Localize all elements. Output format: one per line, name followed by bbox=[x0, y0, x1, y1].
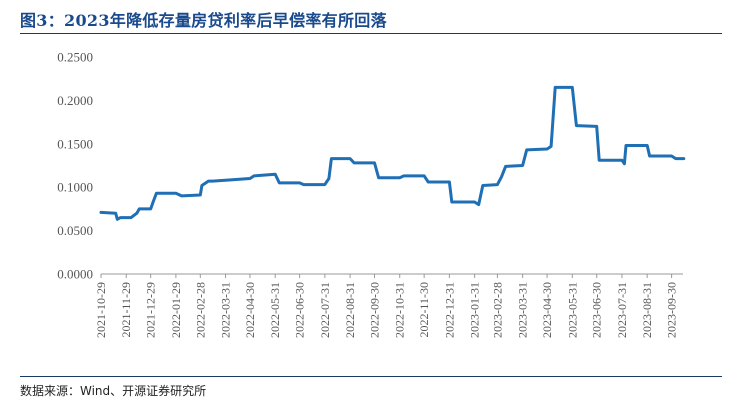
x-tick-label: 2023-02-28 bbox=[490, 282, 504, 338]
chart-title: 图3：2023年降低存量房贷利率后早偿率有所回落 bbox=[20, 11, 387, 30]
x-tick-label: 2023-01-31 bbox=[468, 282, 482, 338]
x-tick-label: 2021-11-29 bbox=[119, 282, 133, 338]
y-tick-label: 0.1500 bbox=[57, 136, 93, 151]
y-tick-label: 0.1000 bbox=[57, 180, 93, 195]
x-tick-label: 2023-08-31 bbox=[640, 282, 654, 338]
x-tick-label: 2023-03-31 bbox=[516, 282, 530, 338]
x-tick-label: 2021-12-29 bbox=[144, 282, 158, 338]
y-tick-label: 0.0000 bbox=[57, 267, 93, 282]
y-tick-label: 0.0500 bbox=[57, 223, 93, 238]
title-divider bbox=[20, 33, 722, 34]
x-tick-label: 2022-12-31 bbox=[442, 282, 456, 338]
x-tick-label: 2022-06-30 bbox=[293, 282, 307, 338]
source-note: 数据来源：Wind、开源证券研究所 bbox=[20, 384, 207, 398]
x-tick-label: 2022-09-30 bbox=[367, 282, 381, 338]
series-line bbox=[99, 85, 686, 221]
x-tick-label: 2023-05-31 bbox=[565, 282, 579, 338]
x-tick-label: 2022-04-30 bbox=[243, 282, 257, 338]
x-tick-label: 2022-07-31 bbox=[318, 282, 332, 338]
x-tick-label: 2023-07-31 bbox=[615, 282, 629, 338]
x-tick-label: 2022-03-31 bbox=[219, 282, 233, 338]
x-tick-label: 2022-08-31 bbox=[343, 282, 357, 338]
x-tick-label: 2022-01-29 bbox=[169, 282, 183, 338]
x-tick-label: 2021-10-29 bbox=[94, 282, 108, 338]
y-axis: 0.0000 0.0500 0.1000 0.1500 0.2000 0.2500 bbox=[57, 50, 93, 282]
series-group bbox=[99, 85, 686, 221]
x-tick-label: 2022-02-28 bbox=[193, 282, 207, 338]
y-tick-label: 0.2500 bbox=[57, 50, 93, 65]
x-tick-label: 2022-05-31 bbox=[268, 282, 282, 338]
y-tick-label: 0.2000 bbox=[57, 93, 93, 108]
source-divider bbox=[20, 376, 722, 377]
x-axis: 2021-10-29 2021-11-29 2021-12-29 2022-01-29… bbox=[94, 273, 683, 338]
x-tick-label: 2022-11-30 bbox=[417, 282, 431, 338]
x-tick-label: 2023-09-30 bbox=[665, 282, 679, 338]
x-tick-label: 2022-10-31 bbox=[393, 282, 407, 338]
x-tick-label: 2023-06-30 bbox=[590, 282, 604, 338]
x-tick-label: 2023-04-30 bbox=[540, 282, 554, 338]
